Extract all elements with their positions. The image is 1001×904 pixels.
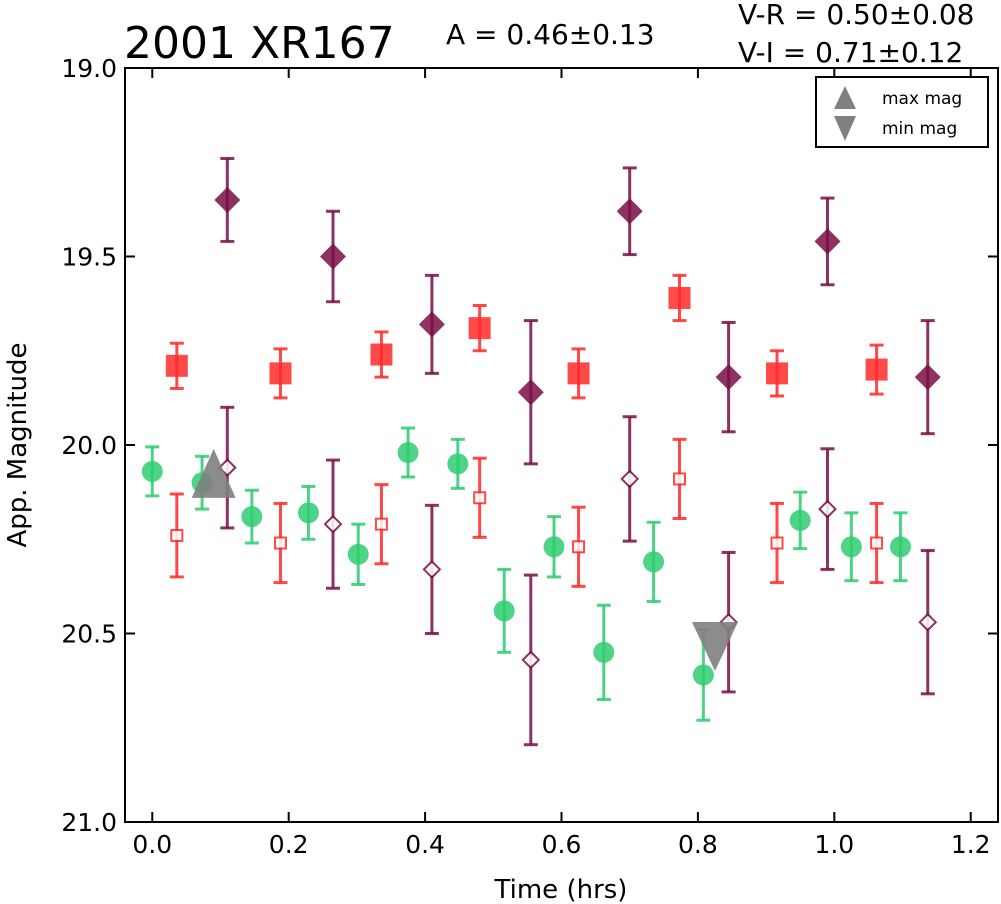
data-point-circle [297,502,319,524]
data-point-diamond [521,650,541,670]
amplitude-annotation: A = 0.46±0.13 [446,18,655,51]
x-tick-label: 0.8 [678,830,718,859]
data-point-diamond [320,243,347,270]
x-tick-label: 0.4 [405,830,445,859]
y-axis-label: App. Magnitude [3,342,33,547]
legend-min-mag-label: min mag [882,119,957,139]
data-point-square [370,343,393,366]
data-point-square [572,540,586,554]
legend-min-mag-marker [834,116,856,141]
data-point-square [269,362,292,385]
x-tick-label: 0.2 [269,830,309,859]
data-point-circle [397,442,419,464]
x-tick-label: 0.0 [132,830,172,859]
plot-area [141,156,941,747]
data-point-circle [543,536,565,558]
data-point-diamond [323,514,343,534]
data-point-circle [241,506,263,528]
data-point-square [668,286,691,309]
data-point-circle [840,536,862,558]
legend-max-mag-label: max mag [882,89,962,109]
data-point-diamond [918,612,938,632]
legend: max mag min mag [815,76,989,148]
data-point-circle [493,600,515,622]
data-point-diamond [517,379,544,406]
data-point-circle [447,453,469,475]
data-point-square [766,362,789,385]
data-point-circle [643,551,665,573]
data-point-diamond [616,198,643,225]
data-point-circle [347,543,369,565]
y-tick-label: 20.5 [61,620,117,649]
data-point-diamond [418,311,445,338]
x-tick-label: 1.0 [814,830,854,859]
data-point-circle [141,460,163,482]
data-point-square [274,536,288,550]
data-point-square [165,354,188,377]
x-tick-label: 0.6 [542,830,582,859]
color-index-vi: V-I = 0.71±0.12 [738,36,963,69]
y-tick-label: 20.0 [61,431,117,460]
x-axis-label: Time (hrs) [494,875,628,904]
data-point-square [374,517,388,531]
max-mag-marker [191,448,236,498]
data-point-square [770,536,784,550]
x-tick-label: 1.2 [951,830,991,859]
data-point-diamond [214,186,241,213]
data-point-circle [789,509,811,531]
axes-ticks: 0.0 0.2 0.4 0.6 0.8 1.0 1.2 19.0 19.5 20.0 20.5 21.… [61,54,998,859]
data-point-square [473,491,487,505]
data-point-square [865,358,888,381]
data-point-diamond [814,228,841,255]
data-point-square [672,472,686,486]
data-point-square [870,536,884,550]
min-mag-marker [691,622,738,672]
data-point-square [567,362,590,385]
data-point-circle [593,641,615,663]
data-point-circle [692,664,714,686]
y-tick-label: 19.0 [61,54,117,83]
data-point-square [170,528,184,542]
plot-frame [124,67,999,823]
color-index-vr: V-R = 0.50±0.08 [738,0,974,31]
y-tick-label: 19.5 [61,243,117,272]
y-tick-label: 21.0 [61,808,117,837]
legend-max-mag-marker [834,86,856,109]
data-point-diamond [620,469,640,489]
data-point-circle [889,536,911,558]
data-point-diamond [914,364,941,391]
data-point-diamond [818,499,837,519]
chart-title: 2001 XR167 [124,18,395,69]
data-point-square [468,317,491,340]
data-point-diamond [715,364,742,391]
data-point-diamond [422,559,442,579]
